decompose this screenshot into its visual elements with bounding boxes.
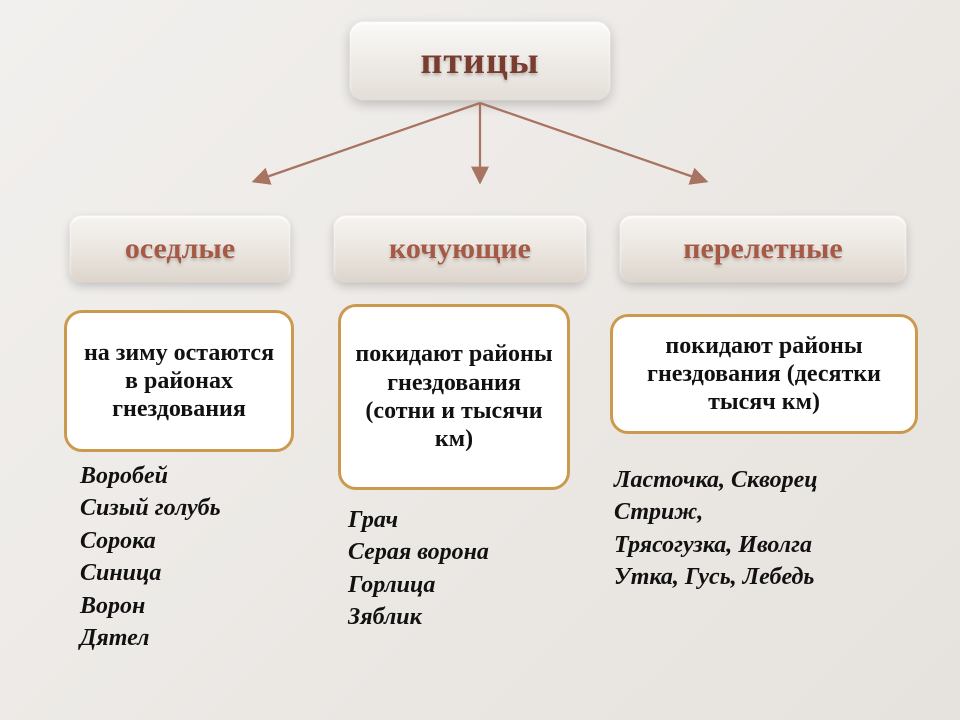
desc-box-1: покидают районы гнездования (сотни и тыс… <box>338 304 570 490</box>
category-box-2: перелетные <box>620 216 906 282</box>
desc-text-1: покидают районы гнездования (сотни и тыс… <box>351 340 557 453</box>
arrow-left <box>255 103 480 181</box>
desc-text-0: на зиму остаются в районах гнездования <box>77 339 281 424</box>
examples-2: Ласточка, Скворец Стриж, Трясогузка, Иво… <box>614 464 818 594</box>
examples-1: Грач Серая ворона Горлица Зяблик <box>348 504 489 634</box>
arrow-right <box>480 103 705 181</box>
category-box-1: кочующие <box>334 216 586 282</box>
desc-text-2: покидают районы гнездования (десятки тыс… <box>623 332 905 417</box>
category-label-0: оседлые <box>125 232 235 266</box>
arrows-svg <box>0 100 960 220</box>
category-box-0: оседлые <box>70 216 290 282</box>
title-box: птицы <box>350 22 610 100</box>
desc-box-0: на зиму остаются в районах гнездования <box>64 310 294 452</box>
title-text: птицы <box>420 39 539 83</box>
desc-box-2: покидают районы гнездования (десятки тыс… <box>610 314 918 434</box>
category-label-1: кочующие <box>389 232 531 266</box>
examples-0: Воробей Сизый голубь Сорока Синица Ворон… <box>80 460 221 654</box>
category-label-2: перелетные <box>683 232 843 266</box>
